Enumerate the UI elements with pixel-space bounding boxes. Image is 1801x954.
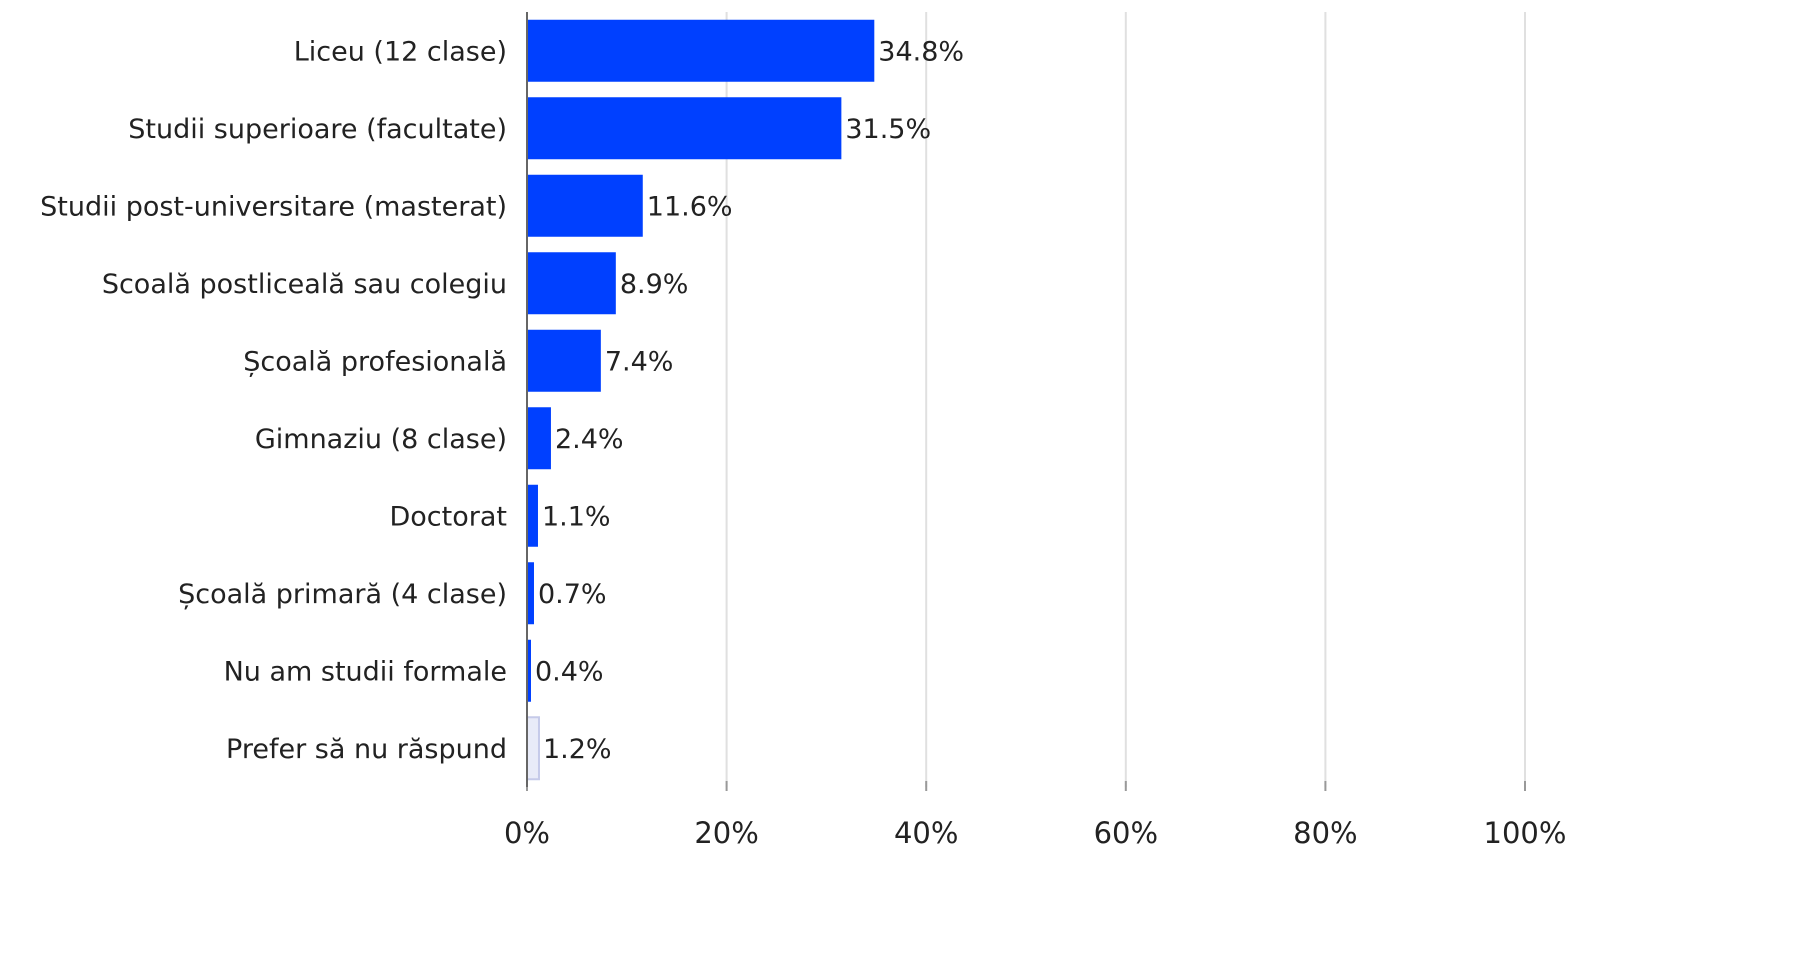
bar [527, 639, 531, 702]
value-label: 34.8% [878, 36, 964, 67]
bar [526, 716, 540, 781]
y-tick-label: Nu am studii formale [224, 656, 507, 687]
x-tick-label: 100% [1484, 816, 1567, 850]
value-label: 11.6% [647, 191, 733, 222]
bar [527, 97, 842, 160]
y-tick-label: Gimnaziu (8 clase) [255, 424, 507, 455]
y-tick-label: Studii superioare (facultate) [128, 114, 507, 145]
value-label: 31.5% [845, 114, 931, 145]
bar [527, 484, 538, 547]
value-label: 8.9% [620, 269, 689, 300]
x-tick-label: 0% [504, 816, 550, 850]
y-tick-label: Liceu (12 clase) [294, 36, 507, 67]
x-tick-label: 80% [1293, 816, 1357, 850]
bar [527, 329, 601, 392]
bar [527, 19, 875, 82]
y-tick-label: Scoală postliceală sau colegiu [102, 269, 507, 300]
y-tick-label: Studii post-universitare (masterat) [40, 191, 507, 222]
x-tick-label: 60% [1094, 816, 1158, 850]
y-tick-label: Doctorat [390, 501, 508, 532]
y-tick-label: Școală profesională [243, 346, 507, 377]
y-tick-label: Școală primară (4 clase) [178, 579, 507, 610]
bar [527, 407, 551, 470]
x-tick-label: 40% [894, 816, 958, 850]
value-label: 0.4% [535, 656, 604, 687]
value-label: 2.4% [555, 424, 624, 455]
bar [527, 252, 616, 315]
bar [527, 562, 534, 625]
value-label: 0.7% [538, 579, 607, 610]
x-tick-label: 20% [694, 816, 758, 850]
y-tick-label: Prefer să nu răspund [226, 734, 507, 765]
bar [527, 174, 643, 237]
value-label: 7.4% [605, 346, 674, 377]
value-label: 1.2% [543, 734, 612, 765]
value-label: 1.1% [542, 501, 611, 532]
